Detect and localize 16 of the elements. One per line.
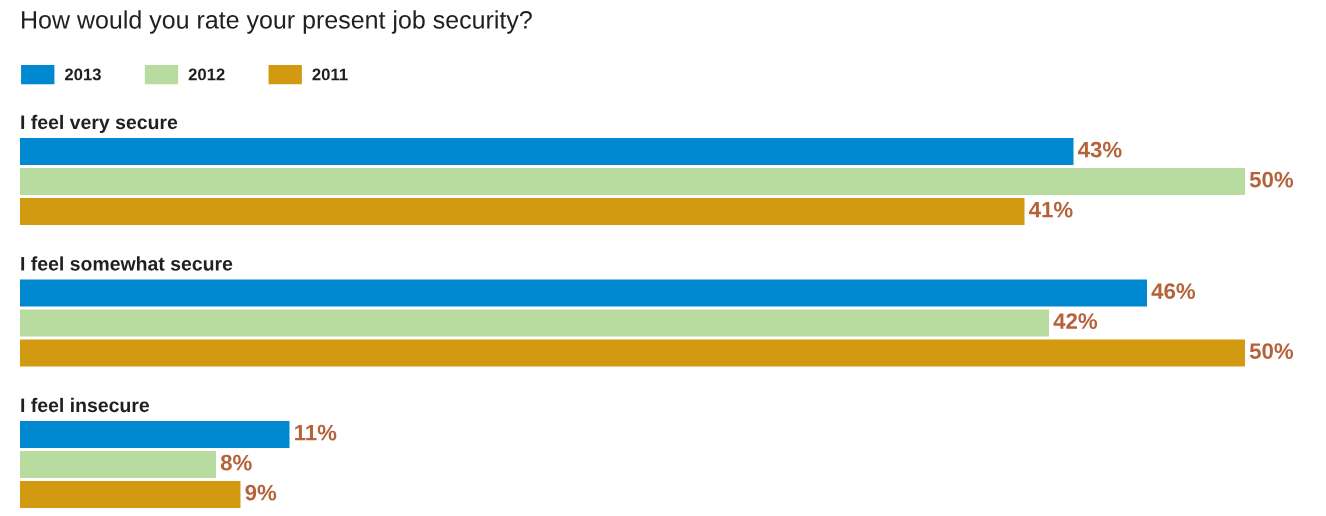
legend-label: 2012 [188,68,225,81]
y-tick-label: I feel very secure [21,114,178,133]
data-label: 46% [1151,283,1196,299]
data-label: 41% [1029,201,1073,218]
chart-title: How would you rate your present job security? [22,10,532,34]
y-tick-label: I feel insecure [21,397,150,413]
data-label: 8% [220,454,252,471]
data-label: 50% [1249,343,1294,359]
data-label: 11% [295,424,337,441]
legend-label: 2011 [312,68,348,81]
data-label: 9% [245,484,277,501]
y-tick-label: I feel somewhat secure [21,256,233,271]
data-label: 50% [1249,171,1294,188]
legend-label: 2013 [64,68,101,81]
data-label: 42% [1053,313,1098,329]
data-label: 43% [1078,141,1122,158]
